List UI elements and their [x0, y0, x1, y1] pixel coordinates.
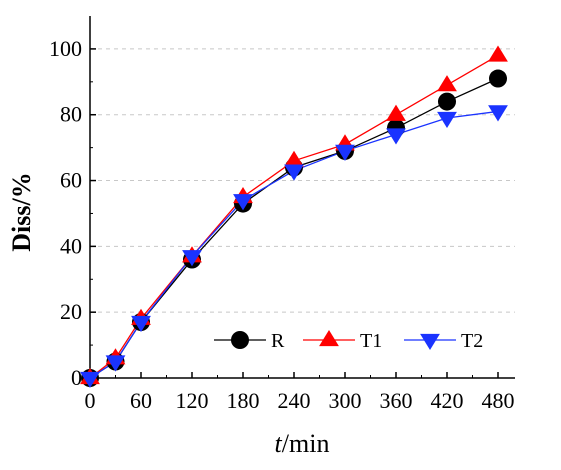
- legend-label-r: R: [271, 330, 285, 352]
- legend-marker-t1: [319, 329, 339, 347]
- legend-marker-r: [231, 331, 249, 349]
- y-tick-label: 100: [49, 36, 82, 61]
- y-tick-label: 20: [60, 299, 82, 324]
- x-axis-title: t/min: [275, 429, 330, 458]
- x-tick-label: 180: [227, 388, 260, 413]
- y-tick-label: 40: [60, 233, 82, 258]
- data-point-t2: [233, 194, 253, 211]
- legend-label-t1: T1: [360, 330, 382, 352]
- x-tick-label: 480: [482, 388, 515, 413]
- series-line-t1: [89, 54, 499, 379]
- data-point-t2: [284, 164, 304, 181]
- data-point-t1: [488, 45, 508, 62]
- series-line-r: [89, 77, 499, 379]
- x-tick-label: 420: [431, 388, 464, 413]
- data-point-t2: [335, 144, 355, 161]
- y-tick-label: 0: [71, 365, 82, 390]
- y-axis-title: Diss/%: [7, 172, 36, 251]
- x-tick-label: 360: [380, 388, 413, 413]
- x-axis-title-unit: /min: [282, 429, 330, 458]
- data-point-t1: [437, 75, 457, 92]
- y-tick-label: 80: [60, 102, 82, 127]
- data-point-r: [489, 69, 507, 88]
- x-axis-title-variable: t: [275, 429, 283, 458]
- legend-label-t2: T2: [461, 330, 483, 352]
- data-point-r: [438, 92, 456, 111]
- series: [80, 45, 508, 389]
- data-point-t2: [131, 315, 151, 333]
- data-point-t2: [80, 371, 100, 389]
- data-point-t1: [284, 150, 304, 167]
- data-point-t2: [488, 105, 508, 122]
- legend-marker-t2: [420, 333, 440, 351]
- y-tick-label: 60: [60, 168, 82, 193]
- data-point-t2: [105, 355, 126, 372]
- x-tick-label: 300: [329, 388, 362, 413]
- x-tick-label: 120: [176, 388, 209, 413]
- data-point-t2: [182, 250, 202, 267]
- series-line-t2: [89, 110, 499, 379]
- data-point-t2: [386, 128, 406, 145]
- data-point-t2: [437, 111, 457, 129]
- axes: 0 20 40 60 80 100 0 60 120 180 240 300 360 420 480: [49, 16, 515, 413]
- legend: R T1 T2: [214, 329, 483, 352]
- data-point-t1: [386, 104, 406, 121]
- x-tick-label: 60: [130, 388, 152, 413]
- x-tick-label: 0: [85, 388, 96, 413]
- x-tick-label: 240: [278, 388, 311, 413]
